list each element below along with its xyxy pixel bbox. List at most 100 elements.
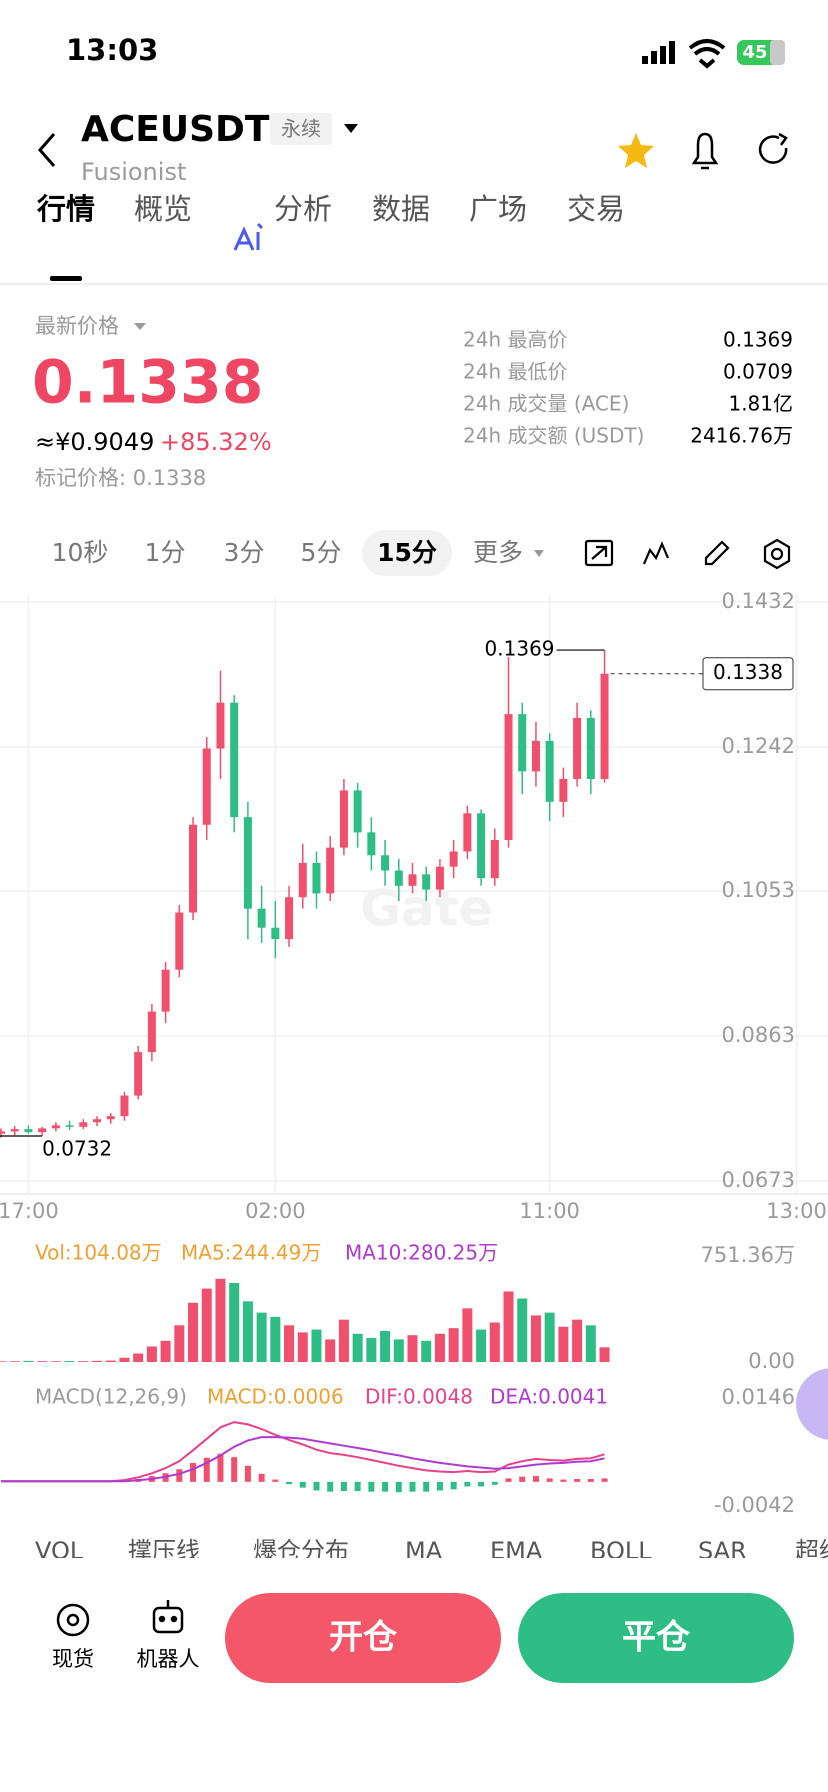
- volume-bar: [284, 1325, 295, 1362]
- battery-level: 45: [742, 42, 767, 63]
- volume-bar: [92, 1360, 103, 1362]
- open-label[interactable]: 开仓: [329, 1618, 398, 1658]
- last-price-box: [702, 657, 794, 691]
- y-tick-label: 0.1242: [722, 734, 795, 758]
- spot-label[interactable]: 现货: [52, 1647, 94, 1671]
- high-marker: 0.1369: [485, 637, 555, 661]
- volume-bar: [270, 1316, 281, 1362]
- macd-bar: [409, 1481, 416, 1492]
- candle-body: [531, 740, 540, 772]
- volume-bar: [462, 1308, 473, 1362]
- volume-bar: [476, 1329, 487, 1362]
- volume-bar: [256, 1312, 267, 1362]
- volume-bar: [160, 1340, 171, 1362]
- more-arrow[interactable]: [534, 550, 544, 557]
- macd-bar: [519, 1476, 526, 1482]
- indicator-tab[interactable]: SAR: [698, 1537, 747, 1565]
- robot-icon[interactable]: [152, 1600, 184, 1634]
- indicator-tab[interactable]: 撑压线: [128, 1537, 200, 1565]
- spot-icon[interactable]: [56, 1603, 90, 1637]
- share-icon[interactable]: [758, 132, 788, 164]
- interval[interactable]: 1分: [145, 538, 186, 567]
- price-label: 最新价格: [35, 314, 119, 338]
- toolbar-icons[interactable]: [584, 538, 791, 570]
- legend-entry: MA10:280.25万: [345, 1241, 498, 1265]
- close-label[interactable]: 平仓: [622, 1618, 691, 1658]
- volume-bar: [297, 1332, 308, 1362]
- stat-label: 24h 最低价: [463, 360, 567, 384]
- volume-bar: [215, 1278, 226, 1362]
- back-button[interactable]: [38, 133, 56, 167]
- price-label-arrow[interactable]: [134, 323, 146, 330]
- indicator-tab[interactable]: VOL: [35, 1537, 84, 1565]
- volume-bar: [352, 1333, 363, 1362]
- candle-body: [381, 855, 390, 871]
- candle-body: [435, 866, 444, 890]
- macd-bar: [231, 1457, 238, 1482]
- interval[interactable]: 更多: [473, 538, 523, 567]
- indicator-tab[interactable]: MA: [405, 1537, 443, 1565]
- y-tick-label: 0.1053: [722, 878, 795, 902]
- macd-bar: [340, 1481, 347, 1492]
- legend-entry: Vol:104.08万: [35, 1241, 162, 1265]
- robot-label[interactable]: 机器人: [137, 1647, 200, 1671]
- macd-bar: [217, 1453, 224, 1482]
- wifi-icon: [688, 39, 726, 69]
- macd-bar: [176, 1469, 183, 1482]
- tab[interactable]: 数据: [372, 192, 430, 226]
- candle-body: [463, 813, 472, 852]
- interval[interactable]: 15分: [377, 538, 437, 567]
- volume-bar: [37, 1361, 48, 1362]
- project-name: Fusionist: [81, 158, 186, 186]
- candle-body: [353, 790, 362, 833]
- open-button[interactable]: [225, 1593, 501, 1683]
- tab[interactable]: 广场: [469, 192, 527, 226]
- indicator-tab[interactable]: BOLL: [590, 1537, 652, 1565]
- volume-bar: [517, 1298, 528, 1362]
- volume-bar: [23, 1360, 34, 1362]
- last-price: 0.1338: [32, 348, 264, 418]
- candle-body: [216, 702, 225, 749]
- tab[interactable]: 交易: [567, 192, 625, 226]
- close-button[interactable]: [518, 1593, 794, 1683]
- macd-bar: [272, 1479, 279, 1482]
- floating-button[interactable]: [796, 1368, 828, 1440]
- macd-bar: [203, 1457, 210, 1482]
- stat-value: 2416.76万: [690, 424, 793, 448]
- stat-value: 1.81亿: [728, 392, 793, 416]
- candle-body: [559, 778, 568, 802]
- favorite-star[interactable]: [618, 133, 654, 168]
- macd-bar: [587, 1479, 594, 1482]
- tab[interactable]: 概览: [134, 192, 192, 226]
- volume-bar: [421, 1340, 432, 1362]
- cny-price: ≈¥0.9049: [35, 428, 154, 456]
- interval[interactable]: 10秒: [52, 538, 109, 567]
- macd-line: [1, 1421, 605, 1483]
- macd-bar: [327, 1481, 334, 1492]
- y-tick-label: 751.36万: [701, 1243, 795, 1267]
- macd-bar: [244, 1465, 251, 1482]
- candle-body: [586, 717, 595, 779]
- macd-bar: [313, 1481, 320, 1491]
- indicator-tab[interactable]: 爆仓分布: [253, 1537, 349, 1565]
- interval[interactable]: 5分: [301, 538, 342, 567]
- candle-body: [271, 927, 280, 940]
- dropdown-arrow[interactable]: [344, 124, 358, 133]
- stat-label: 24h 成交量 (ACE): [463, 392, 629, 416]
- indicator-tab[interactable]: EMA: [490, 1537, 543, 1565]
- interval[interactable]: 3分: [224, 538, 265, 567]
- candle-body: [243, 817, 252, 909]
- macd-bar: [436, 1481, 443, 1491]
- volume-bar: [489, 1322, 500, 1362]
- candle-body: [38, 1128, 47, 1133]
- candle-body: [518, 714, 527, 772]
- clock: 13:03: [66, 33, 158, 67]
- indicator-tab[interactable]: 超级: [795, 1537, 828, 1565]
- candle-body: [367, 832, 376, 856]
- volume-bar: [9, 1361, 20, 1362]
- stat-label: 24h 最高价: [463, 328, 567, 352]
- tab[interactable]: 行情: [36, 192, 95, 226]
- tab[interactable]: 分析: [274, 192, 332, 226]
- bell-icon[interactable]: [691, 132, 719, 170]
